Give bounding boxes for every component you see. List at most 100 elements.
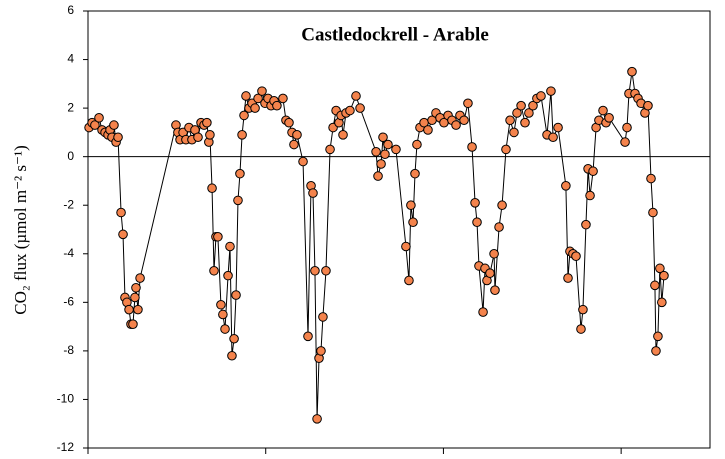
- data-point: [494, 222, 504, 232]
- data-point: [410, 168, 420, 179]
- data-point: [467, 142, 477, 152]
- data-point: [303, 331, 313, 342]
- chart-title: Castledockrell - Arable: [301, 24, 489, 45]
- data-point: [225, 241, 235, 252]
- data-point: [371, 147, 381, 157]
- y-tick-label: 0: [67, 149, 74, 163]
- data-point: [576, 324, 586, 334]
- data-point: [585, 190, 595, 201]
- data-point: [401, 241, 411, 252]
- data-point: [237, 130, 247, 140]
- data-point: [118, 229, 128, 240]
- data-point: [130, 292, 140, 303]
- data-point: [505, 115, 515, 126]
- data-point: [512, 108, 522, 118]
- data-point: [312, 414, 322, 424]
- data-point: [470, 197, 480, 208]
- y-tick-label: -12: [57, 440, 75, 454]
- data-point: [490, 285, 500, 295]
- data-point: [94, 113, 104, 123]
- data-point: [308, 188, 318, 198]
- y-tick-label: 6: [67, 3, 74, 17]
- data-point: [220, 324, 230, 334]
- data-point: [485, 268, 495, 279]
- data-point: [509, 127, 519, 138]
- data-point: [292, 130, 302, 140]
- data-point: [563, 273, 573, 283]
- data-point: [233, 195, 243, 206]
- data-point: [325, 144, 335, 155]
- y-tick-label: -8: [63, 343, 74, 357]
- data-point: [501, 144, 511, 155]
- data-point: [451, 120, 461, 130]
- data-point: [376, 159, 386, 169]
- data-point: [235, 168, 245, 179]
- data-point: [581, 219, 591, 230]
- data-point: [298, 156, 308, 167]
- data-point: [391, 144, 401, 155]
- data-point: [598, 105, 608, 116]
- data-point: [383, 139, 393, 150]
- y-tick-label: 2: [67, 100, 74, 114]
- data-point: [229, 333, 239, 344]
- data-point: [124, 304, 134, 315]
- data-point: [284, 117, 294, 128]
- data-point: [227, 350, 237, 361]
- data-point: [380, 149, 390, 160]
- data-point: [489, 248, 499, 259]
- data-point: [310, 265, 320, 276]
- y-tick-label: -2: [63, 197, 74, 211]
- data-point: [135, 273, 145, 283]
- data-point: [497, 200, 507, 211]
- data-point: [202, 117, 212, 128]
- y-tick-label: -4: [63, 246, 74, 260]
- data-point: [546, 86, 556, 96]
- data-point: [650, 280, 660, 291]
- data-point: [128, 319, 138, 329]
- data-point: [588, 166, 598, 177]
- data-point: [133, 304, 143, 315]
- data-point: [578, 304, 588, 315]
- data-point: [651, 346, 661, 356]
- data-point: [289, 139, 299, 150]
- data-point: [207, 183, 217, 194]
- data-point: [627, 66, 637, 77]
- data-point: [345, 105, 355, 116]
- data-point: [272, 100, 282, 111]
- data-point: [109, 120, 119, 130]
- data-point: [406, 200, 416, 211]
- data-point: [316, 346, 326, 356]
- data-point: [561, 181, 571, 191]
- data-point: [205, 130, 215, 140]
- data-point: [321, 265, 331, 276]
- y-tick-label: -6: [63, 295, 74, 309]
- y-axis-label: CO₂ flux (µmol m⁻² s⁻¹): [11, 145, 30, 314]
- data-point: [209, 265, 219, 276]
- y-tick-label: -10: [57, 392, 75, 406]
- data-point: [223, 270, 233, 281]
- data-point: [478, 307, 488, 317]
- data-point: [536, 91, 546, 101]
- data-point: [463, 98, 473, 109]
- data-point: [604, 113, 614, 123]
- data-point: [355, 103, 365, 113]
- data-point: [553, 122, 563, 133]
- data-point: [239, 110, 249, 121]
- data-point: [241, 91, 251, 101]
- data-point: [653, 331, 663, 342]
- data-point: [646, 173, 656, 184]
- data-point: [571, 251, 581, 262]
- data-point: [520, 117, 530, 128]
- data-point: [131, 282, 141, 293]
- data-point: [472, 217, 482, 228]
- data-point: [657, 297, 667, 308]
- data-point: [216, 299, 226, 310]
- plot-frame: [87, 10, 711, 449]
- data-point: [378, 132, 388, 143]
- data-point: [318, 312, 328, 322]
- data-point: [524, 108, 534, 118]
- data-point: [231, 290, 241, 300]
- data-point: [116, 207, 126, 218]
